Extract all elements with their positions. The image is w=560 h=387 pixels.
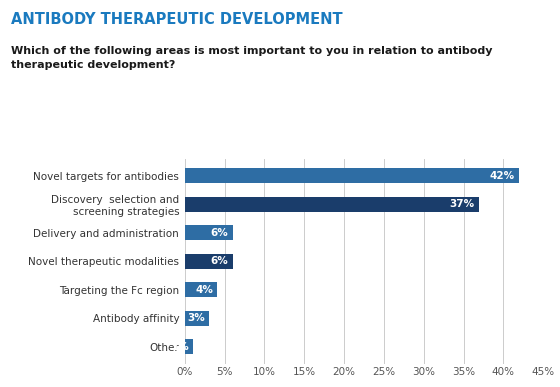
Text: 4%: 4% xyxy=(195,285,213,295)
Text: 6%: 6% xyxy=(210,228,228,238)
Bar xyxy=(185,254,232,269)
Text: 1%: 1% xyxy=(172,342,190,352)
Bar xyxy=(185,339,193,354)
Text: Which of the following areas is most important to you in relation to antibody
th: Which of the following areas is most imp… xyxy=(11,46,493,70)
Bar xyxy=(185,225,232,240)
Text: 3%: 3% xyxy=(188,313,206,323)
Text: 6%: 6% xyxy=(210,256,228,266)
Text: ANTIBODY THERAPEUTIC DEVELOPMENT: ANTIBODY THERAPEUTIC DEVELOPMENT xyxy=(11,12,343,27)
Bar xyxy=(185,168,519,183)
Bar xyxy=(185,197,479,212)
Bar xyxy=(185,311,209,325)
Bar xyxy=(185,282,217,297)
Text: 42%: 42% xyxy=(489,171,515,181)
Text: 37%: 37% xyxy=(450,199,475,209)
